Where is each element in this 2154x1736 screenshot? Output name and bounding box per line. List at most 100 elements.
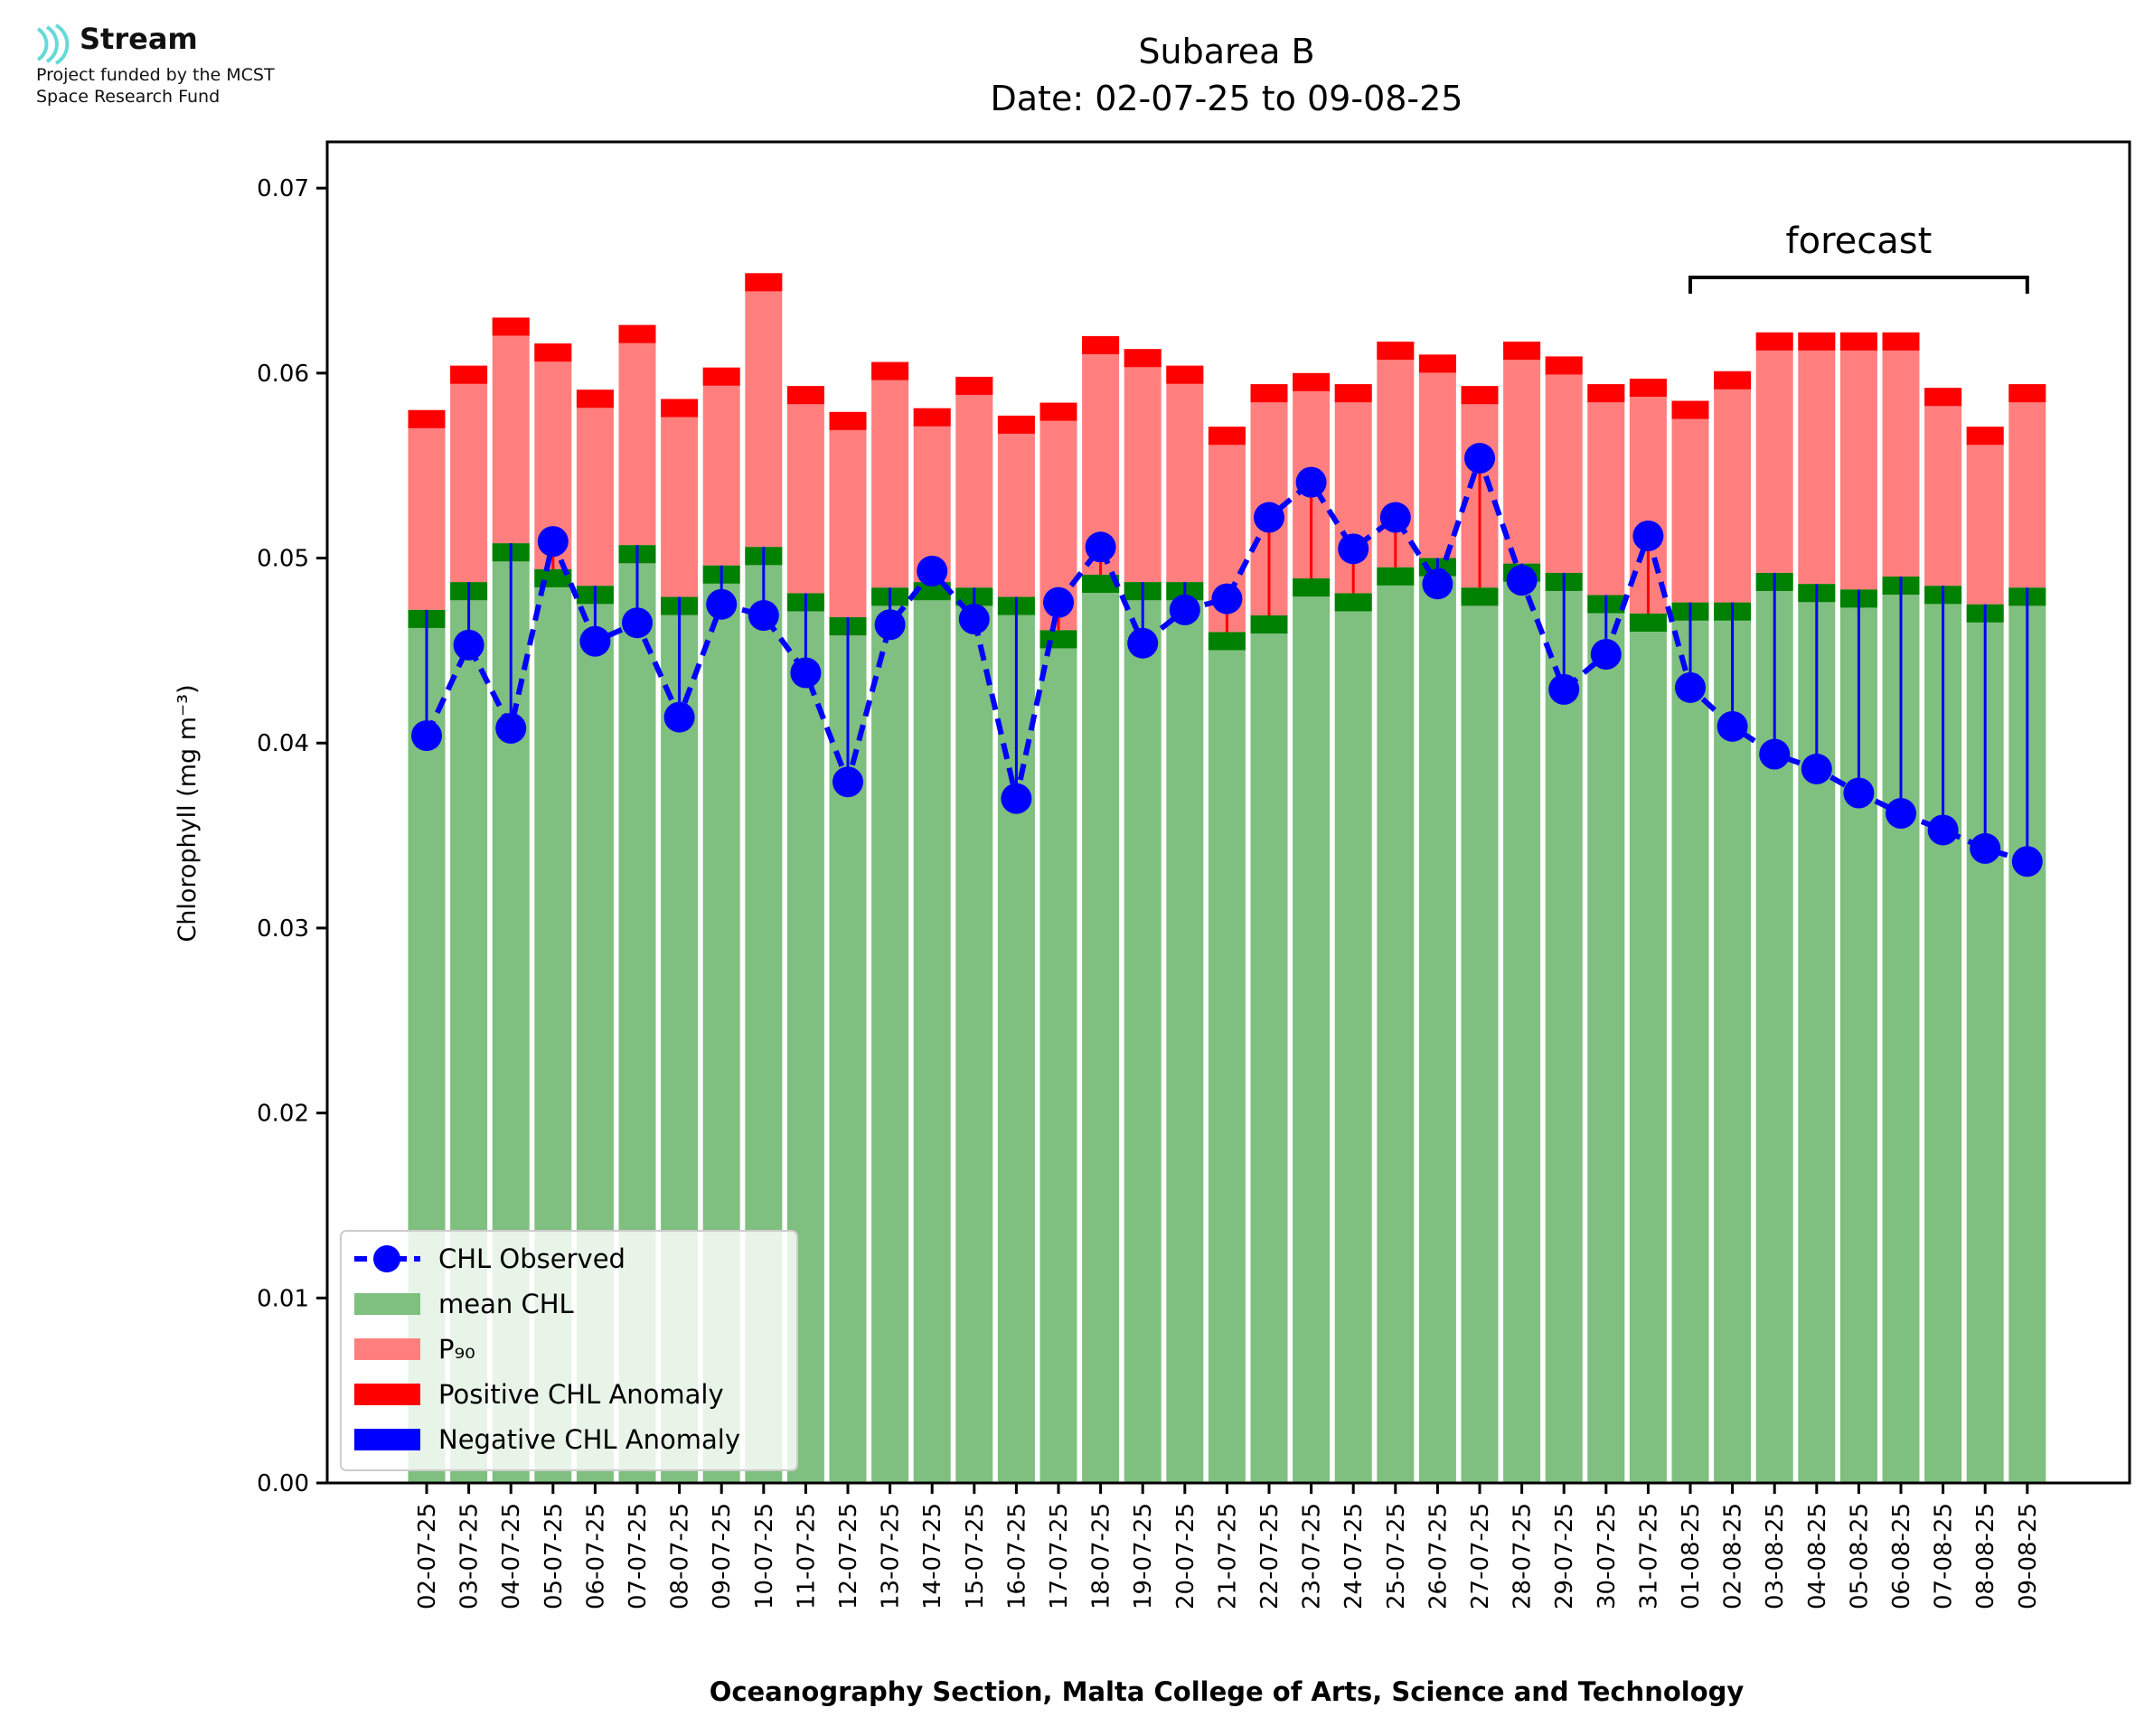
- x-tick-label: 06-07-25: [582, 1503, 609, 1609]
- mean-chl-bar: [1250, 615, 1288, 1483]
- x-tick-label: 17-07-25: [1046, 1503, 1073, 1609]
- p90-cap: [618, 324, 656, 343]
- x-axis: 02-07-25 03-07-25 04-07-25 05-07-25 06-07-25…: [414, 1483, 2042, 1609]
- x-tick-label: 21-07-25: [1214, 1503, 1241, 1609]
- y-tick-label: 0.05: [257, 546, 309, 573]
- p90-bar: [492, 317, 530, 544]
- legend-label: Positive CHL Anomaly: [438, 1379, 724, 1410]
- y-tick-label: 0.02: [257, 1101, 309, 1128]
- p90-cap: [1124, 349, 1162, 368]
- y-tick-label: 0.07: [257, 175, 309, 202]
- legend-swatch: [354, 1293, 420, 1315]
- y-tick-label: 0.00: [257, 1470, 309, 1497]
- x-tick-label: 08-08-25: [1972, 1503, 1999, 1609]
- chl-observed-point: [1085, 531, 1116, 563]
- mean-cap: [1377, 567, 1415, 586]
- p90-cap: [1629, 379, 1667, 398]
- p90-cap: [1798, 332, 1836, 351]
- mean-cap: [1629, 613, 1667, 632]
- chl-observed-point: [411, 720, 442, 752]
- p90-cap: [1461, 386, 1499, 405]
- mean-chl-bar: [913, 582, 951, 1483]
- p90-bar: [1418, 354, 1456, 558]
- x-tick-label: 01-08-25: [1678, 1503, 1705, 1609]
- x-tick-label: 08-07-25: [667, 1503, 694, 1609]
- p90-bar: [786, 386, 824, 594]
- p90-cap: [1293, 372, 1331, 391]
- mean-chl-bar: [955, 587, 993, 1483]
- p90-bar: [1798, 332, 1836, 585]
- legend-swatch-marker: [373, 1245, 400, 1272]
- mean-cap: [1334, 593, 1372, 612]
- chl-observed-point: [453, 629, 484, 661]
- p90-bar: [1755, 332, 1793, 573]
- plot-frame: [325, 140, 2131, 1485]
- chl-observed-points: [411, 443, 2043, 877]
- p90-cap: [534, 343, 572, 362]
- p90-bar: [1587, 384, 1625, 596]
- legend-label: CHL Observed: [438, 1243, 626, 1274]
- x-tick-label: 27-07-25: [1467, 1503, 1494, 1609]
- p90-bar: [997, 415, 1035, 597]
- p90-cap: [1208, 427, 1246, 446]
- p90-cap: [1082, 335, 1120, 354]
- x-tick-label: 28-07-25: [1510, 1503, 1537, 1609]
- p90-bar: [745, 273, 783, 548]
- legend-label: mean CHL: [438, 1289, 574, 1319]
- x-tick-label: 12-07-25: [835, 1503, 862, 1609]
- x-tick-label: 07-07-25: [625, 1503, 652, 1609]
- x-tick-label: 16-07-25: [1003, 1503, 1030, 1609]
- p90-bar: [829, 411, 867, 618]
- x-tick-label: 31-07-25: [1635, 1503, 1662, 1609]
- mean-chl-bars: [408, 543, 2046, 1484]
- x-tick-label: 02-08-25: [1720, 1503, 1747, 1609]
- p90-bar: [1124, 349, 1162, 583]
- x-tick-label: 19-07-25: [1130, 1503, 1157, 1609]
- chl-observed-point: [495, 712, 527, 744]
- p90-cap: [1839, 332, 1877, 351]
- p90-cap: [2008, 384, 2046, 403]
- p90-cap: [1714, 371, 1752, 389]
- legend-label: P₉₀: [438, 1334, 475, 1365]
- chl-observed-point: [1886, 798, 1916, 830]
- legend-label: Negative CHL Anomaly: [438, 1424, 740, 1455]
- legend-swatch: [354, 1429, 420, 1450]
- p90-cap: [997, 415, 1035, 434]
- chl-observed-point: [874, 609, 906, 641]
- chl-observed-point: [1590, 638, 1622, 670]
- x-tick-label: 09-08-25: [2015, 1503, 2042, 1609]
- p90-cap: [1503, 342, 1541, 361]
- mean-chl-bar: [1503, 563, 1541, 1483]
- mean-cap: [1082, 574, 1120, 593]
- x-tick-label: 24-07-25: [1340, 1503, 1368, 1609]
- x-tick-label: 23-07-25: [1299, 1503, 1326, 1609]
- p90-cap: [408, 409, 446, 428]
- p90-cap: [1250, 384, 1288, 403]
- legend-box: [340, 1230, 798, 1471]
- chart-title: Subarea B: [1138, 32, 1314, 71]
- x-tick-label: 02-07-25: [414, 1503, 441, 1609]
- p90-cap: [786, 386, 824, 405]
- stream-logo: Stream Project funded by the MCST Space …: [33, 22, 275, 107]
- p90-cap: [661, 399, 699, 418]
- x-tick-label: 22-07-25: [1256, 1503, 1284, 1609]
- x-tick-label: 03-08-25: [1762, 1503, 1789, 1609]
- mean-chl-bar: [1082, 574, 1120, 1483]
- x-tick-label: 18-07-25: [1088, 1503, 1115, 1609]
- p90-bar: [408, 409, 446, 610]
- p90-bar: [1966, 427, 2004, 605]
- p90-cap: [1671, 400, 1709, 419]
- mean-chl-bar: [1714, 602, 1752, 1483]
- x-tick-label: 29-07-25: [1551, 1503, 1578, 1609]
- chl-observed-point: [1043, 586, 1074, 618]
- chl-observed-point: [1211, 583, 1243, 615]
- chl-observed-point: [790, 657, 822, 689]
- x-tick-label: 15-07-25: [962, 1503, 989, 1609]
- p90-cap: [450, 365, 488, 384]
- mean-chl-bar: [1166, 582, 1204, 1483]
- mean-chl-bar: [1418, 558, 1456, 1483]
- p90-bar: [661, 399, 699, 597]
- x-tick-label: 26-07-25: [1425, 1503, 1452, 1609]
- chl-observed-point: [1464, 443, 1495, 474]
